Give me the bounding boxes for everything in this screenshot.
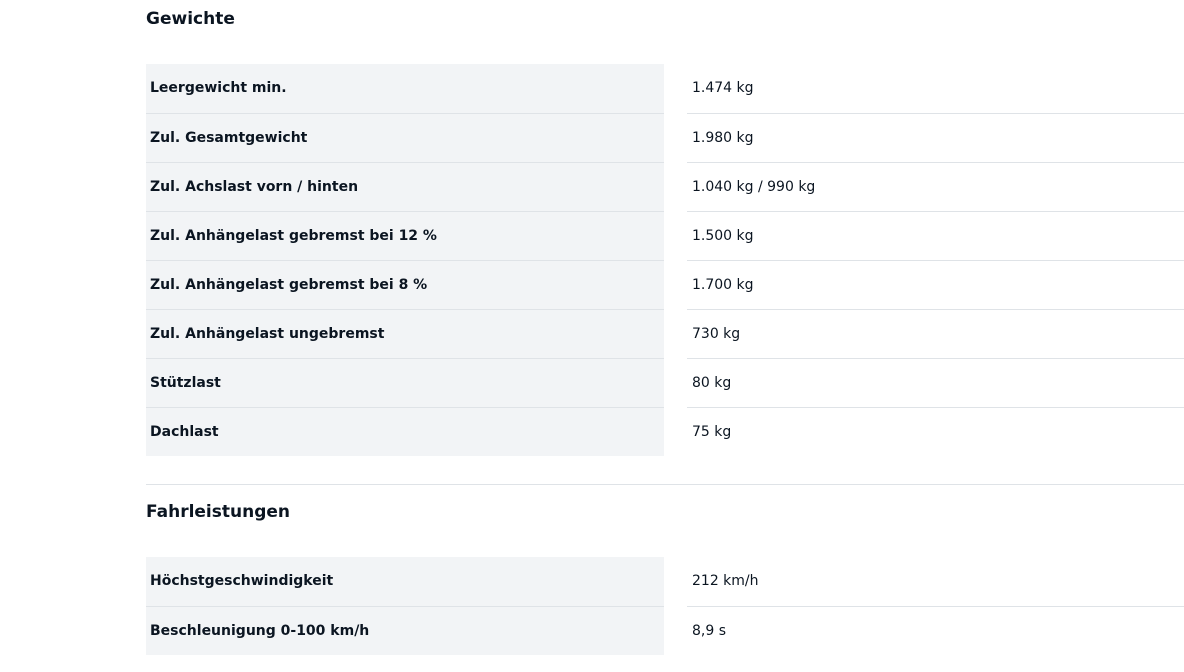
spec-label: Zul. Achslast vorn / hinten xyxy=(146,162,664,211)
spec-label: Zul. Anhängelast gebremst bei 12 % xyxy=(146,211,664,260)
spec-label: Höchstgeschwindigkeit xyxy=(146,557,664,606)
spec-row: Zul. Anhängelast ungebremst 730 kg xyxy=(146,309,1184,358)
spec-value: 8,9 s xyxy=(687,606,1184,655)
spec-value: 212 km/h xyxy=(692,573,759,589)
section: Fahrleistungen Höchstgeschwindigkeit 212 k… xyxy=(146,484,1184,655)
spec-row: Leergewicht min. 1.474 kg xyxy=(146,64,1184,113)
spec-value: 1.040 kg / 990 kg xyxy=(687,162,1184,211)
spec-row: Zul. Achslast vorn / hinten 1.040 kg / 99… xyxy=(146,162,1184,211)
spec-row: Zul. Gesamtgewicht 1.980 kg xyxy=(146,113,1184,162)
section: Gewichte Leergewicht min. 1.474 kg Zul. Ges… xyxy=(146,0,1184,456)
spec-row: Zul. Anhängelast gebremst bei 12 % 1.500 … xyxy=(146,211,1184,260)
spec-label: Zul. Anhängelast gebremst bei 8 % xyxy=(146,260,664,309)
section-title: Fahrleistungen xyxy=(146,502,291,522)
spec-label: Beschleunigung 0-100 km/h xyxy=(146,606,664,655)
spec-value: 75 kg xyxy=(687,407,1184,456)
spec-value: 1.980 kg xyxy=(687,113,1184,162)
spec-row: Beschleunigung 0-100 km/h 8,9 s xyxy=(146,606,1184,655)
spec-value: 1.474 kg xyxy=(692,80,754,96)
spec-row: Zul. Anhängelast gebremst bei 8 % 1.700 k… xyxy=(146,260,1184,309)
spec-value: 1.500 kg xyxy=(687,211,1184,260)
spec-row: Stützlast 80 kg xyxy=(146,358,1184,407)
spec-row: Dachlast 75 kg xyxy=(146,407,1184,456)
spec-label: Leergewicht min. xyxy=(146,64,664,113)
spec-row: Höchstgeschwindigkeit 212 km/h xyxy=(146,557,1184,606)
section-title: Gewichte xyxy=(146,9,235,29)
spec-label: Dachlast xyxy=(146,407,664,456)
spec-value: 1.700 kg xyxy=(687,260,1184,309)
spec-label: Zul. Anhängelast ungebremst xyxy=(146,309,664,358)
spec-label: Stützlast xyxy=(146,358,664,407)
spec-label: Zul. Gesamtgewicht xyxy=(146,113,664,162)
spec-value: 730 kg xyxy=(687,309,1184,358)
spec-value: 80 kg xyxy=(687,358,1184,407)
spec-list: Gewichte Leergewicht min. 1.474 kg Zul. Ges… xyxy=(146,0,1184,655)
